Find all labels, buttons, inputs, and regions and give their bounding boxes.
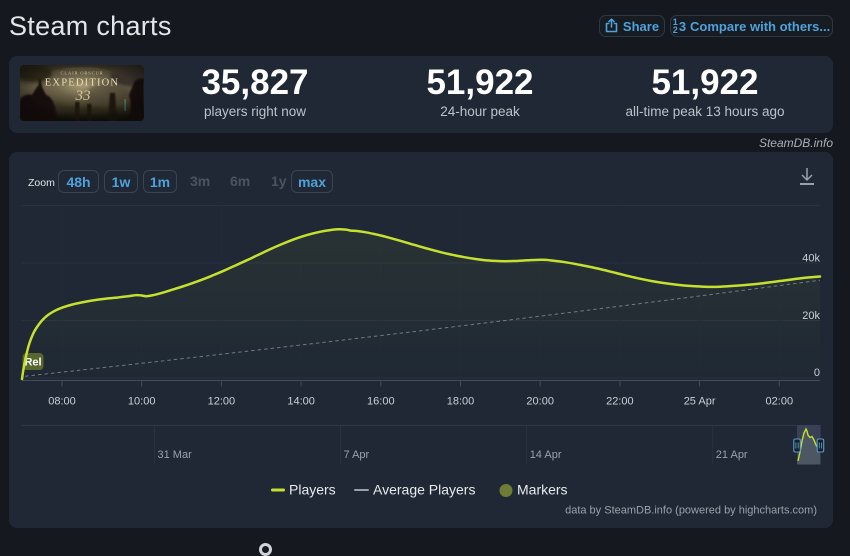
svg-text:12:00: 12:00 [208, 396, 236, 408]
svg-text:33: 33 [75, 88, 91, 104]
svg-text:14 Apr: 14 Apr [530, 449, 562, 461]
svg-text:0: 0 [814, 367, 820, 379]
svg-text:21 Apr: 21 Apr [716, 449, 748, 461]
svg-text:22:00: 22:00 [606, 396, 634, 408]
svg-text:02:00: 02:00 [766, 396, 794, 408]
svg-text:08:00: 08:00 [48, 396, 76, 408]
svg-text:31 Mar: 31 Mar [158, 449, 193, 461]
svg-text:20k: 20k [802, 310, 820, 322]
svg-text:10:00: 10:00 [128, 396, 156, 408]
svg-text:Average Players: Average Players [373, 482, 475, 498]
svg-text:Players: Players [289, 482, 336, 498]
svg-text:Rel: Rel [24, 357, 41, 369]
svg-text:40k: 40k [802, 253, 820, 265]
svg-text:EXPEDITION: EXPEDITION [45, 78, 119, 89]
svg-text:CLAIR OBSCUR: CLAIR OBSCUR [61, 71, 104, 76]
svg-text:Markers: Markers [517, 482, 568, 498]
svg-text:16:00: 16:00 [367, 396, 395, 408]
svg-text:25 Apr: 25 Apr [684, 396, 716, 408]
svg-text:18:00: 18:00 [447, 396, 475, 408]
svg-text:14:00: 14:00 [287, 396, 315, 408]
svg-text:data by SteamDB.info (powered: data by SteamDB.info (powered by highcha… [565, 505, 817, 517]
svg-text:7 Apr: 7 Apr [344, 449, 370, 461]
svg-text:20:00: 20:00 [526, 396, 554, 408]
